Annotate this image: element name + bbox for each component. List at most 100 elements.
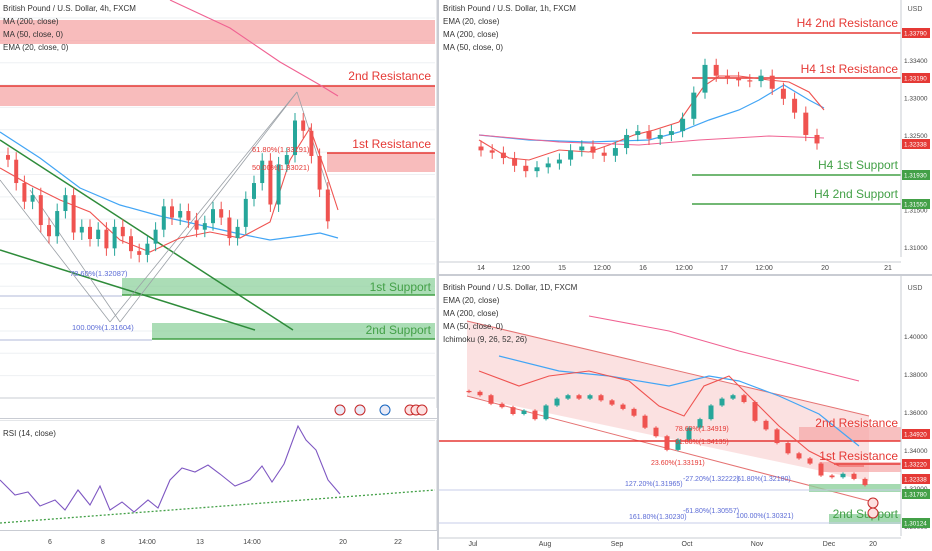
h1-candle[interactable] — [691, 92, 697, 119]
d1-candle[interactable] — [664, 436, 670, 450]
h1-candle[interactable] — [792, 98, 798, 113]
h4-candle[interactable] — [317, 155, 322, 190]
h4-candle[interactable] — [276, 164, 281, 205]
h4-candle[interactable] — [260, 160, 265, 184]
h1-candle[interactable] — [769, 75, 775, 89]
h4-candle[interactable] — [293, 120, 297, 156]
h1-candle[interactable] — [724, 75, 730, 78]
h1-candle[interactable] — [624, 134, 630, 149]
d1-candle[interactable] — [807, 458, 813, 464]
d1-candle[interactable] — [499, 403, 505, 408]
h1-candle[interactable] — [523, 165, 529, 172]
d1-candle[interactable] — [851, 473, 857, 479]
h1-candle[interactable] — [646, 131, 652, 139]
h4-candle[interactable] — [79, 226, 84, 233]
h1-legend-ema20[interactable]: EMA (20, close) — [443, 17, 500, 26]
h4-candle[interactable] — [71, 195, 76, 233]
h4-candle[interactable] — [14, 159, 19, 184]
h4-chart-panel[interactable]: 61.80%(1.33191) 50.00%(1.33021) 78.60%(1… — [0, 0, 437, 418]
h4-channel-line[interactable] — [0, 249, 256, 331]
d1-candle[interactable] — [653, 427, 659, 437]
h4-candle[interactable] — [47, 225, 51, 237]
h1-chart-panel[interactable]: H4 2nd Resistance H4 1st Resistance H4 1… — [439, 0, 932, 274]
h1-candle[interactable] — [657, 134, 663, 139]
h4-candle[interactable] — [6, 155, 10, 160]
d1-candle[interactable] — [697, 419, 703, 428]
flag-icon[interactable] — [867, 507, 879, 519]
d1-channel-upper[interactable] — [466, 320, 870, 417]
h1-candle[interactable] — [780, 88, 786, 99]
h1-candle[interactable] — [758, 75, 764, 82]
h4-candle[interactable] — [325, 189, 330, 222]
flag-icon[interactable] — [334, 404, 346, 416]
h4-candle[interactable] — [55, 211, 60, 237]
d1-price-axis[interactable]: 1.400001.380001.360001.340001.320001.300… — [900, 276, 930, 536]
d1-candle[interactable] — [466, 390, 472, 393]
h4-candle[interactable] — [309, 130, 314, 156]
h1-candle[interactable] — [814, 134, 820, 144]
d1-candle[interactable] — [565, 395, 571, 399]
h1-candle[interactable] — [489, 150, 495, 153]
d1-legend-ma200[interactable]: MA (200, close) — [443, 309, 499, 318]
h4-candle[interactable] — [170, 206, 174, 218]
h4-candle[interactable] — [22, 183, 27, 202]
h4-candle[interactable] — [243, 198, 248, 227]
h1-candle[interactable] — [635, 131, 641, 135]
h1-candle[interactable] — [545, 163, 551, 168]
d1-candle[interactable] — [862, 478, 868, 486]
h4-candle[interactable] — [153, 229, 158, 244]
h1-candle[interactable] — [680, 118, 686, 132]
d1-candle[interactable] — [631, 408, 637, 416]
rsi-panel[interactable]: RSI (14, close) 70.0060.0050.0040.00 — [0, 420, 437, 530]
h1-candle[interactable] — [736, 78, 742, 81]
d1-candle[interactable] — [840, 473, 846, 478]
d1-legend-ichimoku[interactable]: Ichimoku (9, 26, 52, 26) — [443, 335, 527, 344]
h4-candle[interactable] — [129, 236, 133, 252]
flag-icon[interactable] — [416, 404, 428, 416]
d1-candle[interactable] — [543, 405, 549, 420]
h4-candle[interactable] — [235, 226, 240, 239]
flag-icon[interactable] — [354, 404, 366, 416]
h1-candle[interactable] — [702, 64, 708, 93]
h1-candle[interactable] — [579, 146, 585, 151]
h4-chart-svg[interactable]: 61.80%(1.33191) 50.00%(1.33021) 78.60%(1… — [0, 0, 437, 418]
h4-legend-ema20[interactable]: EMA (20, close, 0) — [3, 43, 69, 52]
h4-candle[interactable] — [186, 211, 191, 221]
h4-legend-ma200[interactable]: MA (200, close) — [3, 17, 59, 26]
d1-candle[interactable] — [477, 391, 483, 396]
h1-candle[interactable] — [478, 146, 484, 151]
d1-chart-panel[interactable]: 78.60%(1.34919) 61.80%(1.34135) 23.60%(1… — [439, 276, 932, 550]
d1-candle[interactable] — [675, 439, 681, 450]
h4-candle[interactable] — [104, 229, 109, 249]
d1-candle[interactable] — [620, 404, 626, 409]
h1-candle[interactable] — [590, 146, 596, 153]
h1-legend-ma200[interactable]: MA (200, close) — [443, 30, 499, 39]
h4-candle[interactable] — [268, 160, 273, 205]
h4-candle[interactable] — [227, 217, 232, 239]
d1-legend-ema20[interactable]: EMA (20, close) — [443, 296, 500, 305]
h1-time-axis[interactable]: 14 12:00 15 12:00 16 12:00 17 12:00 20 21 — [477, 265, 892, 272]
h1-candle[interactable] — [601, 152, 607, 156]
d1-candle[interactable] — [521, 410, 527, 415]
h4-downtrend-line[interactable] — [0, 139, 294, 331]
h4-candle[interactable] — [252, 183, 256, 199]
h1-candle[interactable] — [568, 150, 574, 160]
event-flags[interactable] — [334, 404, 428, 416]
h4-candle[interactable] — [112, 226, 117, 249]
h1-candle[interactable] — [747, 80, 753, 82]
flag-icon[interactable] — [379, 404, 391, 416]
h4-candle[interactable] — [120, 226, 125, 237]
h1-candle[interactable] — [668, 131, 674, 135]
d1-candle[interactable] — [686, 427, 692, 440]
d1-candle[interactable] — [829, 475, 835, 478]
h4-candle[interactable] — [202, 223, 207, 230]
d1-candle[interactable] — [598, 395, 604, 401]
h4-candle[interactable] — [284, 155, 289, 165]
h1-candle[interactable] — [534, 167, 540, 172]
h4-time-axis[interactable]: 6 8 14:00 13 14:00 20 22 — [0, 530, 437, 551]
h4-candle[interactable] — [161, 206, 166, 230]
h1-candle[interactable] — [556, 159, 562, 164]
d1-candle[interactable] — [752, 402, 758, 421]
d1-candle[interactable] — [609, 400, 615, 405]
rsi-trendline[interactable] — [0, 489, 436, 524]
